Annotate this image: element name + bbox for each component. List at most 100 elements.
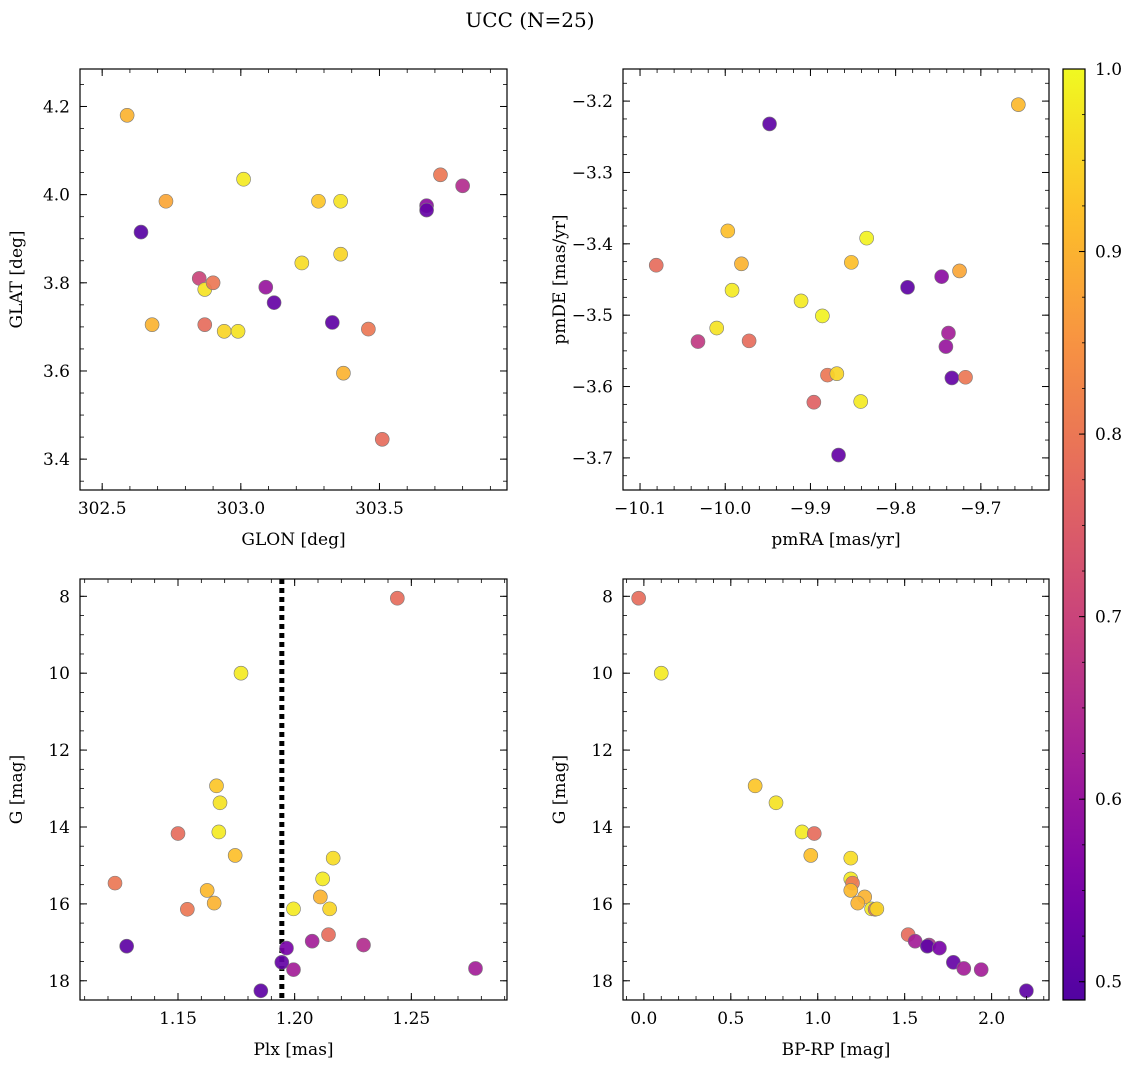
scatter-point: [333, 193, 348, 209]
scatter-point: [932, 940, 947, 956]
y-tick-label: −3.3: [572, 163, 613, 183]
y-tick-label: 16: [48, 895, 70, 915]
y-tick-label: −3.7: [572, 449, 613, 469]
scatter-point: [333, 246, 348, 262]
y-tick-label: 18: [48, 972, 70, 992]
colorbar-tick-label: 0.6: [1095, 790, 1122, 810]
x-axis-label: BP-RP [mag]: [782, 1040, 891, 1060]
colorbar-tick-label: 0.8: [1095, 425, 1122, 445]
scatter-point: [952, 263, 967, 279]
scatter-point: [304, 933, 320, 949]
y-tick-label: 3.8: [43, 274, 70, 294]
scatter-point: [361, 321, 376, 337]
scatter-point: [806, 826, 822, 841]
scatter-point: [690, 334, 706, 349]
x-tick-label: 303.5: [355, 499, 404, 519]
scatter-point: [206, 895, 222, 911]
panel-top-left: 302.5 303.0 303.5 3.4 3.6 3.8 4.0 4.2 GLON [deg]…: [7, 68, 508, 550]
x-tick-label: 0.0: [630, 1009, 657, 1029]
x-tick-label: 303.0: [216, 499, 265, 519]
scatter-point: [815, 308, 830, 324]
scatter-point: [286, 901, 301, 917]
x-axis-label: GLON [deg]: [241, 530, 345, 550]
x-tick-label: 1.0: [804, 1009, 831, 1029]
scatter-point: [741, 333, 757, 349]
scatter-point: [212, 795, 228, 811]
scatter-point: [311, 193, 326, 209]
scatter-point: [724, 282, 740, 298]
colorbar: 0.5 0.6 0.7 0.8 0.9 1.0: [1062, 60, 1122, 1001]
y-tick-label: −3.4: [572, 235, 613, 255]
scatter-point: [253, 983, 269, 999]
scatter-point: [274, 955, 290, 970]
scatter-point: [294, 255, 310, 271]
x-axis-label: Plx [mas]: [253, 1040, 333, 1060]
x-ticks: 0.0 0.5 1.0 1.5 2.0: [626, 579, 1045, 1029]
scatter-point: [170, 826, 186, 841]
y-tick-label: 16: [591, 895, 613, 915]
y-tick-label: 8: [59, 587, 70, 607]
scatter-point: [258, 279, 274, 295]
scatter-point: [468, 961, 483, 976]
y-tick-label: 8: [602, 587, 613, 607]
scatter-point: [199, 883, 215, 898]
scatter-point: [286, 962, 301, 977]
scatter-point: [266, 295, 282, 310]
y-tick-label: 12: [591, 741, 613, 761]
y-tick-label: 3.6: [43, 362, 70, 382]
scatter-point: [829, 366, 845, 381]
axes-frame: [622, 68, 1050, 491]
y-ticks: 8 10 12 14 16 18: [48, 587, 507, 1001]
colorbar-tick-label: 0.5: [1095, 973, 1122, 993]
scatter-point: [794, 824, 810, 840]
x-tick-label: 1.25: [392, 1009, 430, 1029]
scatter-point: [433, 167, 448, 183]
x-ticks: −10.1 −10.0 −9.9 −9.8 −9.7: [614, 69, 1033, 519]
scatter-point: [973, 962, 989, 977]
scatter-point: [831, 447, 846, 463]
scatter-point: [321, 927, 336, 942]
axes-frame: [622, 578, 1050, 1001]
y-axis-label: G [mag]: [7, 755, 27, 824]
x-tick-label: −10.0: [699, 499, 751, 519]
x-ticks: 1.15 1.20 1.25: [84, 579, 506, 1029]
scatter-point: [793, 293, 809, 309]
scatter-point: [843, 883, 859, 898]
scatter-point: [211, 824, 227, 840]
scatter-point: [844, 255, 859, 270]
scatter-point: [230, 323, 246, 339]
scatter-point: [325, 315, 340, 330]
scatter-point: [233, 665, 249, 681]
scatter-point: [356, 937, 371, 953]
scatter-point: [859, 230, 874, 246]
scatter-point: [958, 369, 973, 385]
scatter-point: [709, 320, 725, 336]
scatter-point: [216, 323, 232, 339]
y-tick-label: 10: [48, 664, 70, 684]
scatter-point: [869, 901, 885, 917]
y-tick-label: 12: [48, 741, 70, 761]
panel-top-right: −10.1 −10.0 −9.9 −9.8 −9.7−3.7−3.6−3.5−3.4−3…: [550, 68, 1050, 550]
scatter-point: [720, 223, 736, 239]
scatter-point: [313, 889, 328, 905]
scatter-point: [107, 875, 123, 891]
scatter-point: [803, 848, 819, 863]
y-tick-label: 14: [591, 818, 613, 838]
scatter-point: [938, 339, 954, 354]
y-axis-label: GLAT [deg]: [7, 230, 27, 328]
scatter-point: [133, 224, 149, 240]
y-ticks: −3.7 −3.6 −3.5 −3.4 −3.3 −3.2: [572, 82, 1049, 477]
scatter-point: [119, 938, 134, 954]
scatter-points: [648, 97, 1026, 463]
scatter-point: [919, 938, 935, 954]
scatter-points: [631, 590, 1034, 999]
x-tick-label: 1.15: [159, 1009, 197, 1029]
scatter-point: [843, 850, 859, 866]
colorbar-gradient: [1062, 68, 1086, 1001]
scatter-point: [631, 590, 646, 606]
scatter-point: [419, 202, 434, 218]
scatter-point: [768, 795, 784, 811]
y-tick-label: 3.4: [43, 450, 70, 470]
scatter-point: [734, 256, 749, 272]
y-tick-label: 4.0: [43, 186, 70, 206]
